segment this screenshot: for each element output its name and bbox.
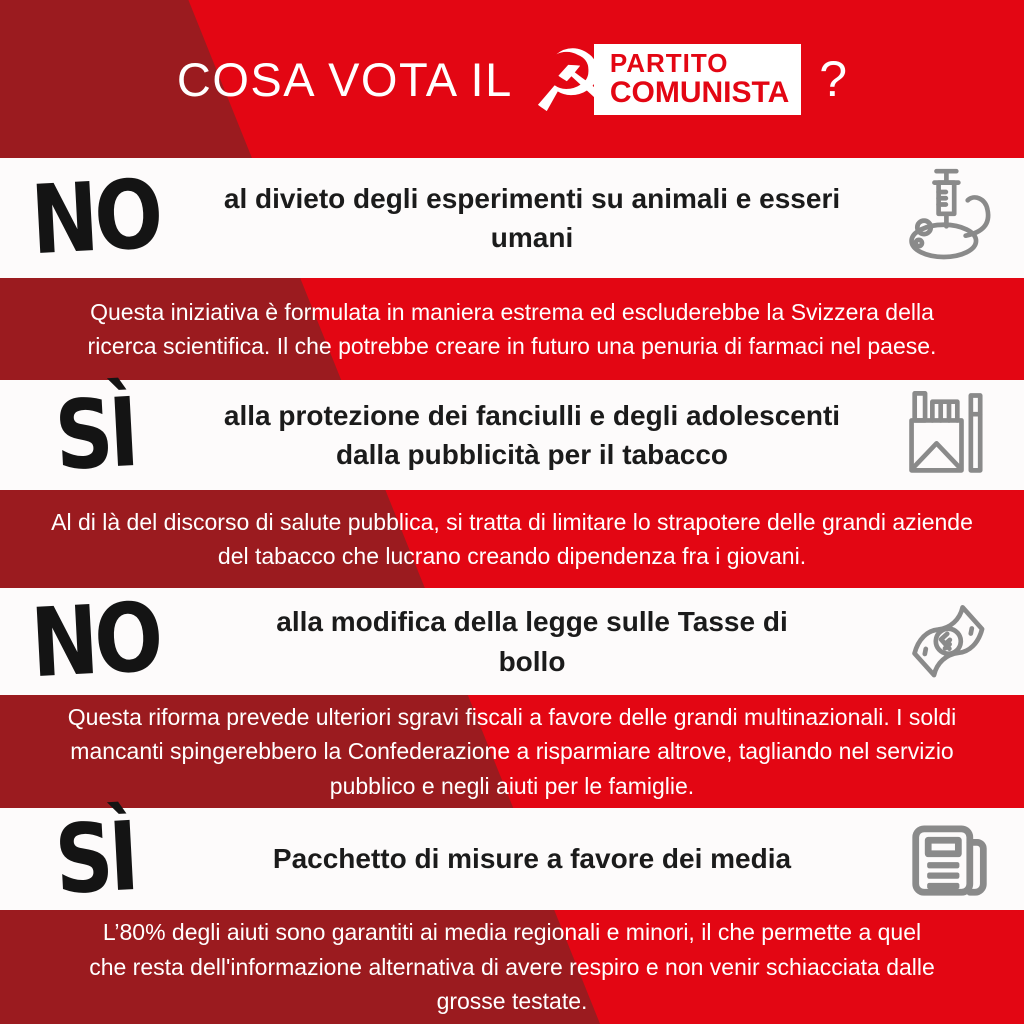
comment-tobacco: Al di là del discorso di salute pubblica… bbox=[0, 490, 1024, 588]
cigarette-pack-icon bbox=[874, 383, 1024, 487]
vote-word-si: SÌ bbox=[52, 801, 138, 916]
logo-line-comunista: COMUNISTA bbox=[609, 75, 790, 109]
comment-animal-experiments: Questa iniziativa è formulata in maniera… bbox=[0, 278, 1024, 380]
vote-word-si: SÌ bbox=[52, 377, 138, 492]
comment-media: L’80% degli aiuti sono garantiti ai medi… bbox=[0, 910, 1024, 1024]
question-mark: ? bbox=[819, 51, 848, 107]
vote-word-no: NO bbox=[28, 582, 162, 700]
header: COSA VOTA IL ☭ PARTITO COMUNISTA ? bbox=[0, 0, 1024, 158]
vote-row-media: SÌ Pacchetto di misure a favore dei medi… bbox=[0, 801, 1024, 916]
comment-stamp-tax: Questa riforma prevede ulteriori sgravi … bbox=[0, 695, 1024, 808]
comment-text: L’80% degli aiuti sono garantiti ai medi… bbox=[89, 919, 935, 1015]
comment-text: Questa iniziativa è formulata in maniera… bbox=[87, 298, 937, 360]
newspaper-icon bbox=[874, 807, 1024, 911]
hammer-and-sickle-icon: ☭ bbox=[530, 32, 608, 132]
party-logo: ☭ PARTITO COMUNISTA bbox=[530, 32, 802, 132]
page-title: COSA VOTA IL bbox=[176, 52, 513, 106]
lab-mouse-syringe-icon bbox=[874, 166, 1024, 270]
vote-headline-stamp-tax: alla modifica della legge sulle Tasse di… bbox=[276, 606, 788, 677]
party-logo-box: PARTITO COMUNISTA bbox=[593, 43, 802, 115]
vote-row-tobacco: SÌ alla protezione dei fanciulli e degli… bbox=[0, 377, 1024, 492]
banknote-francs-icon bbox=[874, 590, 1024, 694]
vote-headline-animal-experiments: al divieto degli esperimenti su animali … bbox=[223, 182, 841, 253]
vote-headline-tobacco: alla protezione dei fanciulli e degli ad… bbox=[223, 399, 841, 470]
comment-text: Al di là del discorso di salute pubblica… bbox=[51, 508, 973, 570]
logo-line-partito: PARTITO bbox=[609, 47, 729, 78]
vote-row-animal-experiments: NO al divieto degli esperimenti su anima… bbox=[0, 158, 1024, 278]
comment-text: Questa riforma prevede ulteriori sgravi … bbox=[67, 703, 957, 799]
vote-word-no: NO bbox=[28, 159, 162, 276]
vote-row-stamp-tax: NO alla modifica della legge sulle Tasse… bbox=[0, 582, 1024, 700]
vote-headline-media: Pacchetto di misure a favore dei media bbox=[272, 843, 792, 875]
